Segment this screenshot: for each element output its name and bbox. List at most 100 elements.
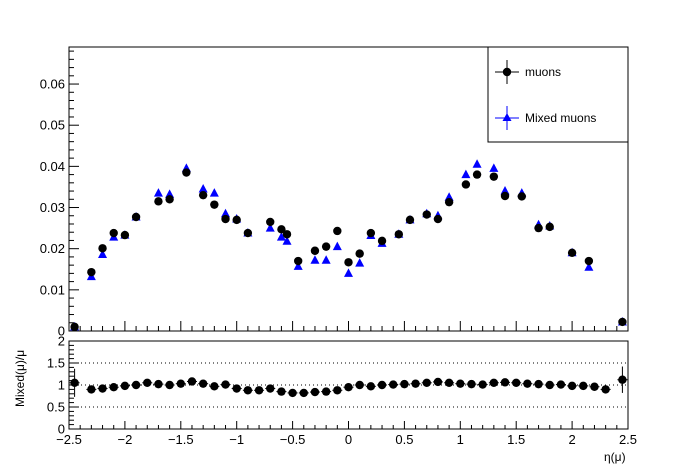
ratio-point	[243, 386, 253, 395]
x-tick-label: −2	[117, 432, 132, 447]
ratio-point	[377, 380, 387, 390]
legend: muons Mixed muons	[487, 46, 629, 143]
ratio-point	[411, 379, 420, 388]
muons-point	[321, 242, 331, 251]
ratio-point	[266, 384, 275, 393]
ratio-point	[109, 383, 118, 392]
ratio-point	[400, 379, 409, 389]
muons-point	[461, 180, 471, 189]
ratio-point	[389, 380, 398, 389]
muons-point	[489, 172, 499, 181]
ratio-data-points	[69, 366, 628, 398]
bottom-y-axis: 0 0.5 1 1.5 2	[47, 334, 79, 437]
top-data-points	[70, 159, 627, 332]
muons-point	[567, 248, 577, 257]
ratio-point	[467, 379, 476, 389]
ratio-point	[456, 379, 465, 388]
ratio-point	[489, 378, 499, 387]
mixed-muons-point	[489, 163, 499, 172]
muons-point	[333, 226, 342, 236]
muons-point	[517, 192, 526, 201]
muons-point	[182, 168, 191, 177]
mixed-muons-point	[221, 208, 231, 218]
x-tick-label: 0	[345, 432, 352, 447]
bottom-panel: 0 0.5 1 1.5 2 −2.5 −2 −1.5 −1 −0.5 0 0.5 1 1.5 2 2.5 η…	[13, 334, 637, 465]
muons-point	[282, 230, 292, 239]
legend-mixed-marker	[502, 113, 512, 121]
legend-muons-marker	[502, 67, 512, 77]
top-x-axis-ticks	[68, 321, 629, 331]
bottom-x-axis: −2.5 −2 −1.5 −1 −0.5 0 0.5 1 1.5 2 2.5	[56, 421, 637, 447]
x-tick-label: 0.5	[395, 432, 413, 447]
mixed-muons-point	[276, 232, 286, 241]
muons-point	[472, 170, 482, 179]
muons-point	[131, 212, 141, 222]
muons-point	[243, 228, 253, 238]
x-tick-label: 1	[457, 432, 464, 447]
muons-point	[584, 256, 594, 266]
legend-entry-mixed-muons: Mixed muons	[495, 106, 596, 130]
ratio-point	[422, 378, 431, 387]
mixed-muons-point	[344, 268, 353, 277]
x-tick-label: −1	[229, 432, 244, 447]
x-tick-label: −2.5	[56, 432, 82, 447]
mixed-muons-point	[293, 261, 303, 270]
muons-point	[165, 195, 174, 204]
ratio-point	[187, 377, 197, 386]
ratio-point	[556, 380, 566, 389]
muons-point	[500, 191, 510, 201]
mixed-muons-point	[265, 223, 275, 232]
mixed-muons-point	[355, 258, 365, 267]
ratio-point	[333, 386, 342, 395]
muons-point	[293, 256, 303, 266]
top-panel: 0 0.01 0.02 0.03 0.04 0.05 0.06 muons Mixed mu…	[40, 46, 629, 339]
muons-point	[545, 222, 554, 232]
ratio-y-axis-label: Mixed(μ)/μ	[13, 350, 27, 407]
x-tick-label: 1.5	[507, 432, 525, 447]
mixed-muons-point	[500, 186, 510, 195]
muons-point	[433, 214, 443, 224]
muons-point	[210, 200, 219, 209]
muons-point	[70, 322, 79, 332]
x-tick-label: 2.5	[619, 432, 637, 447]
ratio-point	[176, 379, 185, 388]
x-tick-label: 2	[568, 432, 575, 447]
ratio-point	[444, 378, 454, 387]
mixed-muons-point	[332, 241, 342, 251]
muons-point	[355, 249, 364, 258]
muons-point	[277, 225, 286, 234]
muons-point	[377, 236, 387, 246]
muons-point	[266, 217, 275, 227]
ratio-point	[87, 385, 96, 394]
ratio-point	[579, 381, 588, 391]
muons-point	[87, 267, 96, 277]
muons-point	[344, 258, 353, 267]
mixed-muons-point	[472, 159, 482, 168]
ratio-point	[366, 382, 376, 391]
ratio-point	[288, 388, 297, 398]
ratio-point	[210, 382, 219, 391]
mixed-muons-point	[153, 188, 163, 197]
bottom-y-tick-label: 1.5	[47, 356, 65, 371]
x-tick-label: −1.5	[168, 432, 194, 447]
ratio-point	[131, 380, 141, 390]
ratio-point	[618, 375, 627, 384]
ratio-point	[143, 378, 152, 387]
ratio-point	[534, 379, 543, 389]
muons-point	[221, 214, 230, 224]
ratio-point	[545, 380, 554, 390]
ratio-point	[98, 384, 107, 393]
muons-point	[394, 230, 404, 239]
top-y-axis: 0 0.01 0.02 0.03 0.04 0.05 0.06	[40, 50, 79, 339]
top-y-tick-label: 0.03	[40, 200, 65, 215]
muons-point	[366, 228, 376, 238]
top-plot-frame	[68, 46, 629, 332]
ratio-point	[344, 383, 353, 392]
muons-point	[422, 210, 431, 219]
top-y-tick-label: 0.06	[40, 77, 65, 92]
ratio-point	[277, 387, 286, 396]
mixed-muons-point	[209, 188, 219, 197]
ratio-point	[154, 379, 163, 389]
ratio-point	[590, 382, 599, 391]
